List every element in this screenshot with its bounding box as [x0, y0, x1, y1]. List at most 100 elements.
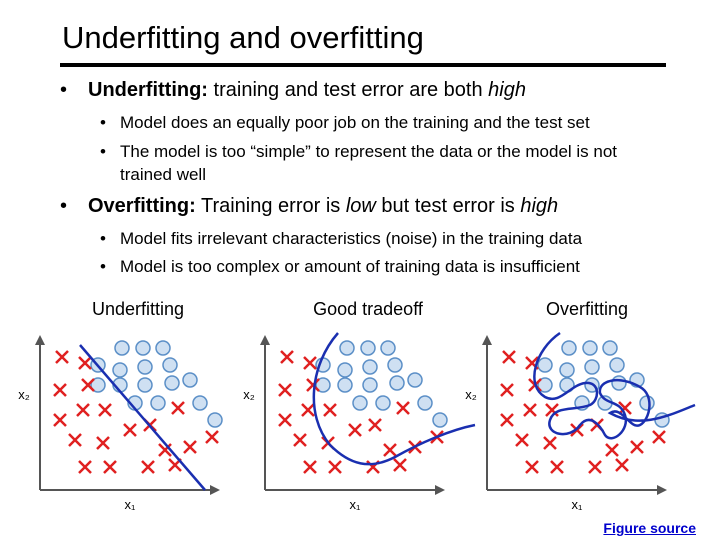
circle-point	[192, 395, 208, 411]
cross-point	[68, 433, 82, 447]
circle-point	[537, 377, 553, 393]
cross-point	[323, 403, 337, 417]
decision-boundary	[312, 332, 476, 466]
circle-point	[609, 357, 625, 373]
run: Training error is	[195, 195, 346, 217]
x-axis-label: x₁	[350, 497, 362, 512]
decision-boundary	[533, 331, 696, 440]
figures: x₂ x₁ x₂ x₁ x₂ x₁	[18, 331, 696, 512]
circle-point	[137, 377, 153, 393]
circle-point	[375, 395, 391, 411]
circle-point	[584, 359, 600, 375]
cross-point	[652, 430, 666, 444]
circle-point	[114, 340, 130, 356]
cross-point	[328, 460, 342, 474]
figure-source-link[interactable]: Figure source	[603, 520, 696, 536]
circle-point	[537, 357, 553, 373]
cross-point	[78, 460, 92, 474]
circle-point	[389, 375, 405, 391]
cross-point	[588, 460, 602, 474]
cross-point	[502, 350, 516, 364]
cross-point	[383, 443, 397, 457]
cross-point	[205, 430, 219, 444]
circle-point	[611, 375, 627, 391]
decision-boundary	[79, 344, 206, 491]
cross-point	[303, 460, 317, 474]
cross-point	[393, 458, 407, 472]
panel: x₂ x₁	[18, 335, 223, 512]
circle-point	[417, 395, 433, 411]
cross-point	[618, 401, 632, 415]
circle-point	[90, 377, 106, 393]
panel-title: Underfitting	[91, 299, 185, 319]
bullet: Overfitting: Training error is low but t…	[60, 195, 688, 218]
circle-point	[164, 375, 180, 391]
cross-point	[605, 443, 619, 457]
x-axis-label: x₁	[572, 497, 584, 512]
circle-point	[432, 412, 448, 428]
cross-point	[96, 436, 110, 450]
circle-point	[407, 372, 423, 388]
panel-title: Overfitting	[545, 299, 629, 319]
x-axis-label: x₁	[125, 497, 137, 512]
sub-bullet: Model fits irrelevant characteristics (n…	[100, 229, 680, 249]
circle-point	[362, 359, 378, 375]
cross-point	[293, 433, 307, 447]
cross-point	[368, 418, 382, 432]
run: high	[488, 79, 526, 101]
run: high	[520, 195, 559, 217]
arrow	[657, 485, 667, 495]
circle-point	[639, 395, 655, 411]
cross-point	[123, 423, 137, 437]
cross-point	[81, 378, 95, 392]
arrow	[435, 485, 445, 495]
circle-point	[561, 340, 577, 356]
cross-point	[523, 403, 537, 417]
y-axis-label: x₂	[465, 387, 477, 402]
slide-title: Underfitting and overfitting	[62, 20, 424, 55]
circle-point	[112, 362, 128, 378]
cross-point	[53, 413, 67, 427]
cross-point	[171, 401, 185, 415]
run: but test error is	[375, 195, 521, 217]
cross-point	[278, 383, 292, 397]
circle-point	[150, 395, 166, 411]
cross-point	[500, 383, 514, 397]
cross-point	[280, 350, 294, 364]
panel: x₂ x₁	[465, 335, 670, 512]
cross-point	[515, 433, 529, 447]
cross-point	[348, 423, 362, 437]
arrow	[210, 485, 220, 495]
cross-point	[303, 356, 317, 370]
circle-point	[135, 340, 151, 356]
arrow	[35, 335, 45, 345]
cross-point	[183, 440, 197, 454]
cross-point	[615, 458, 629, 472]
cross-point	[301, 403, 315, 417]
circle-point	[339, 340, 355, 356]
cross-point	[98, 403, 112, 417]
title-rule	[60, 63, 666, 67]
cross-point	[78, 356, 92, 370]
y-axis-label: x₂	[18, 387, 30, 402]
sub-bullet: Model is too complex or amount of traini…	[100, 257, 680, 277]
circle-point	[182, 372, 198, 388]
cross-point	[76, 403, 90, 417]
cross-point	[141, 460, 155, 474]
cross-point	[278, 413, 292, 427]
run: Underfitting:	[88, 79, 208, 101]
cross-point	[158, 443, 172, 457]
cross-point	[306, 378, 320, 392]
cross-point	[103, 460, 117, 474]
cross-point	[545, 403, 559, 417]
cross-point	[55, 350, 69, 364]
panel-title: Good tradeoff	[313, 299, 423, 319]
circle-point	[155, 340, 171, 356]
cross-point	[550, 460, 564, 474]
panel: x₂ x₁	[243, 335, 448, 512]
cross-point	[500, 413, 514, 427]
cross-point	[630, 440, 644, 454]
circle-point	[362, 377, 378, 393]
circle-point	[602, 340, 618, 356]
